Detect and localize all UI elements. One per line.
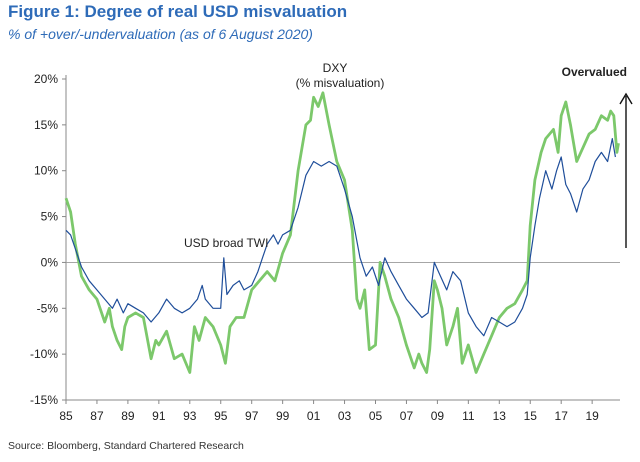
y-tick-label: 20% — [34, 72, 58, 86]
annotations: DXY (% misvaluation) USD broad TWI Overv… — [184, 61, 633, 250]
x-tick-label: 89 — [121, 409, 135, 423]
dxy-annotation-line1: DXY — [323, 61, 348, 75]
dxy-annotation-line2: (% misvaluation) — [296, 76, 385, 90]
x-tick-label: 97 — [245, 409, 259, 423]
series-line-dxy — [64, 91, 620, 374]
x-tick-label: 87 — [90, 409, 104, 423]
overvalued-arrow-head — [619, 92, 633, 105]
source-note: Source: Bloomberg, Standard Chartered Re… — [8, 440, 244, 452]
chart-subtitle: % of +over/-undervaluation (as of 6 Augu… — [8, 26, 313, 42]
y-tick-label: -5% — [37, 301, 59, 315]
x-tick-label: 19 — [585, 409, 599, 423]
usd-twi-annotation: USD broad TWI — [184, 236, 268, 250]
chart-title: Figure 1: Degree of real USD misvaluatio… — [8, 2, 348, 21]
x-tick-label: 01 — [307, 409, 321, 423]
x-tick-label: 03 — [338, 409, 352, 423]
y-tick-label: 15% — [34, 118, 58, 132]
x-tick-label: 13 — [493, 409, 507, 423]
series-line-usd-broad-twi — [65, 138, 616, 337]
x-tick-label: 17 — [555, 409, 569, 423]
x-tick-label: 91 — [152, 409, 166, 423]
axes: 20% 15% 10% 5% 0% -5% -10% -15%85 87 89 91 93 95 97 99… — [30, 72, 620, 423]
x-tick-label: 09 — [431, 409, 445, 423]
y-tick-label: 10% — [34, 164, 58, 178]
chart-plot: 20% 15% 10% 5% 0% -5% -10% -15%85 87 89 91 93 95 97 99… — [30, 61, 633, 423]
x-tick-label: 05 — [369, 409, 383, 423]
y-tick-label: 5% — [41, 210, 59, 224]
x-tick-label: 11 — [462, 409, 475, 423]
x-tick-label: 15 — [524, 409, 538, 423]
series-layer — [64, 91, 620, 374]
x-tick-label: 07 — [400, 409, 414, 423]
x-tick-label: 95 — [214, 409, 228, 423]
x-tick-label: 85 — [59, 409, 73, 423]
y-tick-label: -15% — [30, 393, 58, 407]
x-tick-label: 93 — [183, 409, 197, 423]
y-tick-label: 0% — [41, 255, 59, 269]
y-tick-label: -10% — [30, 347, 58, 361]
x-tick-label: 99 — [276, 409, 290, 423]
overvalued-annotation: Overvalued — [562, 65, 627, 79]
